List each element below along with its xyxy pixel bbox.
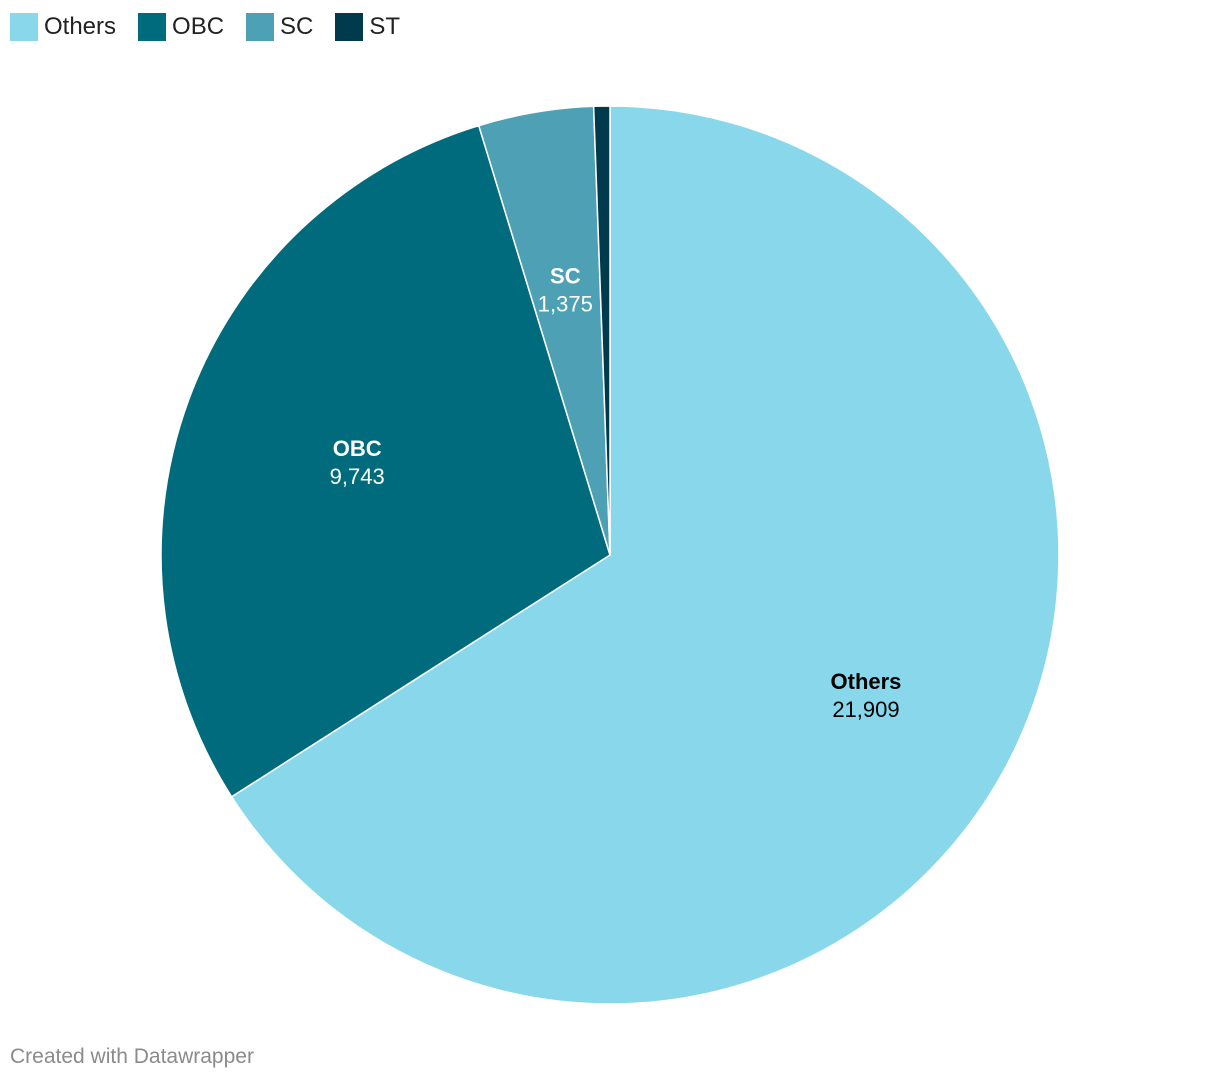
legend-swatch-st [335,13,364,41]
slice-value-obc: 9,743 [330,464,385,489]
footer-credit: Created with Datawrapper [10,1045,254,1068]
pie-slice-others [230,105,1060,1005]
legend-swatch-sc [246,13,275,41]
slice-label-others: Others [831,669,902,694]
legend-swatch-others [10,13,38,41]
slice-label-obc: OBC [333,436,382,461]
slice-value-others: 21,909 [832,697,899,722]
legend-label-sc: SC [280,13,314,40]
legend-swatch-obc [138,13,167,41]
legend-label-st: ST [369,13,401,40]
legend-item-obc: OBC [138,13,224,41]
legend-item-st: ST [335,13,400,41]
legend-label-others: Others [44,13,117,40]
legend-label-obc: OBC [172,13,225,40]
legend-item-sc: SC [246,13,313,41]
pie-slice-st [592,105,611,556]
pie-slice-obc [160,124,611,798]
slice-label-sc: SC [550,263,581,288]
slice-value-sc: 1,375 [538,291,593,316]
legend: Others OBC SC ST [10,12,422,42]
legend-item-others: Others [10,13,116,41]
